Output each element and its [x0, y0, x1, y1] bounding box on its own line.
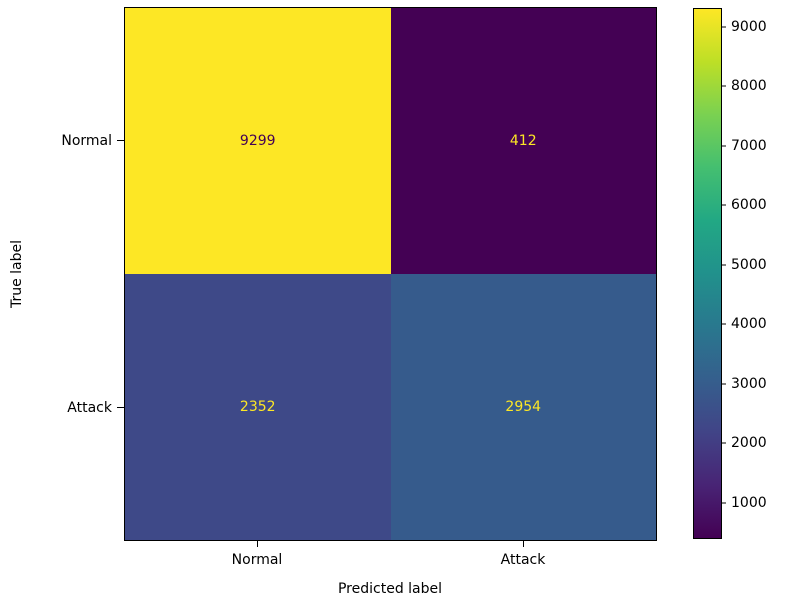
colorbar-tick-mark [722, 26, 726, 28]
heatmap-grid: 9299 412 2352 2954 [124, 7, 657, 541]
colorbar-tick-label: 5000 [731, 256, 767, 273]
colorbar-tick-label: 8000 [731, 78, 767, 95]
cell-value: 412 [509, 133, 537, 149]
cell-value: 2954 [505, 399, 542, 415]
colorbar-gradient [693, 8, 722, 539]
cell-value: 2352 [239, 399, 276, 415]
cell-attack-normal: 2352 [125, 274, 391, 540]
x-tick-mark-normal [257, 541, 258, 547]
cell-value: 9299 [239, 133, 276, 149]
colorbar-tick-label: 9000 [731, 18, 767, 35]
colorbar-tick-mark [722, 145, 726, 147]
colorbar-tick-mark [722, 204, 726, 206]
colorbar-tick-label: 1000 [731, 494, 767, 511]
colorbar-tick-mark [722, 502, 726, 504]
colorbar-tick-mark [722, 264, 726, 266]
y-tick-label-attack: Attack [67, 400, 112, 416]
y-axis-title: True label [9, 239, 25, 309]
cell-normal-attack: 412 [390, 8, 656, 274]
x-axis-title: Predicted label [337, 581, 443, 597]
colorbar-tick-label: 6000 [731, 197, 767, 214]
colorbar-tick-mark [722, 85, 726, 87]
y-tick-mark-normal [117, 140, 124, 141]
cell-normal-normal: 9299 [125, 8, 391, 274]
x-tick-mark-attack [523, 541, 524, 547]
x-tick-label-attack: Attack [500, 552, 546, 568]
colorbar-tick-mark [722, 323, 726, 325]
colorbar-tick-label: 7000 [731, 137, 767, 154]
colorbar-ticks: 9000 8000 7000 6000 5000 4000 3000 2000 1000 [722, 9, 790, 538]
colorbar-tick-label: 4000 [731, 316, 767, 333]
colorbar-tick-mark [722, 442, 726, 444]
x-tick-label-normal: Normal [231, 552, 283, 568]
y-tick-label-normal: Normal [61, 133, 112, 149]
colorbar-tick-label: 2000 [731, 435, 767, 452]
colorbar-tick-mark [722, 383, 726, 385]
cell-attack-attack: 2954 [390, 274, 656, 540]
y-tick-mark-attack [117, 407, 124, 408]
colorbar-tick-label: 3000 [731, 375, 767, 392]
